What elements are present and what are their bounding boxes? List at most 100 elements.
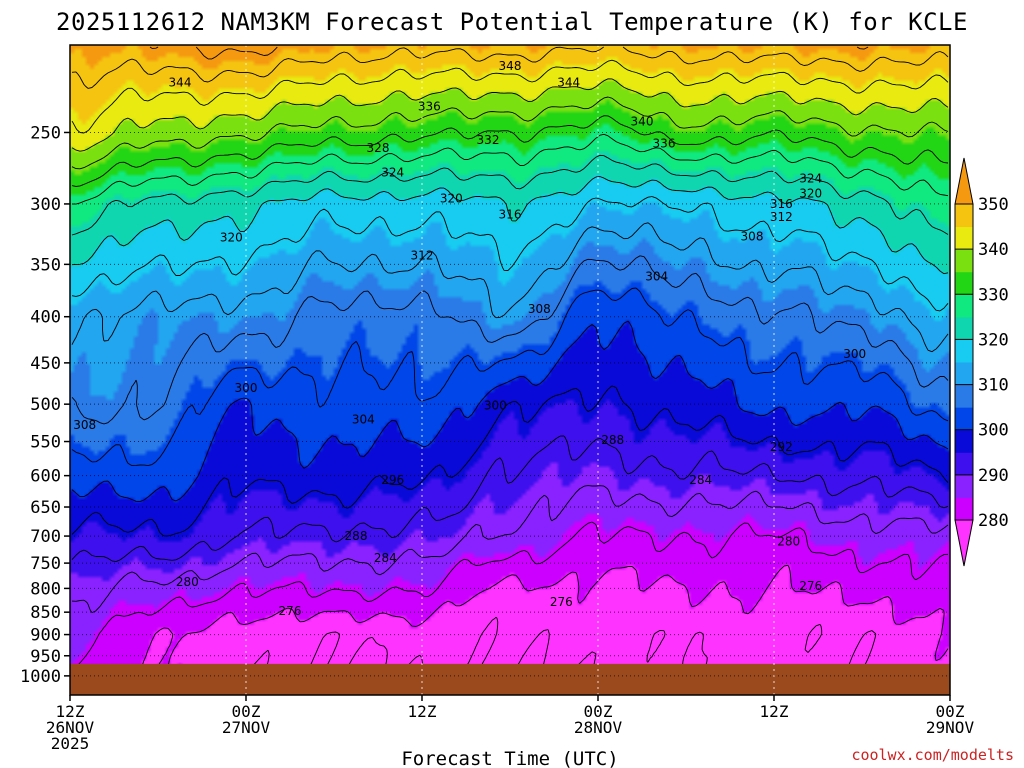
colorbar-band [955, 339, 973, 363]
contour-label: 336 [653, 136, 676, 150]
contour-label: 292 [770, 440, 793, 454]
colorbar-band [955, 407, 973, 431]
contour-332 [71, 115, 949, 187]
y-tick-label: 550 [30, 433, 61, 453]
colorbar-band [955, 362, 973, 386]
contour-296 [71, 385, 949, 537]
colorbar-band [955, 474, 973, 498]
x-tick-label: 00Z [232, 702, 261, 721]
contour-348 [71, 46, 949, 89]
x-tick-label: 2025 [51, 734, 90, 753]
x-tick-label: 00Z [936, 702, 965, 721]
y-tick-label: 500 [30, 395, 61, 415]
colorbar-tick-label: 330 [978, 285, 1009, 305]
contour-304 [71, 287, 949, 467]
y-tick-label: 250 [30, 123, 61, 143]
colorbar-band [955, 384, 973, 408]
contour-label: 336 [418, 100, 441, 114]
contour-320 [71, 176, 949, 275]
contour-label: 288 [345, 529, 368, 543]
contour-312 [71, 222, 949, 353]
y-tick-label: 600 [30, 467, 61, 487]
contour-label: 288 [601, 433, 624, 447]
colorbar-band [955, 294, 973, 318]
contour-288 [71, 485, 949, 614]
y-tick-label: 750 [30, 554, 61, 574]
x-tick-label: 28NOV [574, 718, 623, 737]
contour-label: 304 [645, 269, 668, 283]
colorbar-band [955, 429, 973, 453]
contour-label: 316 [770, 197, 793, 211]
y-tick-label: 800 [30, 579, 61, 599]
colorbar-tick-label: 340 [978, 240, 1009, 260]
colorbar-band [955, 204, 973, 228]
theta-color-field [70, 45, 950, 695]
contour-label: 300 [484, 399, 507, 413]
dotted-grid [70, 45, 950, 695]
contour-292 [71, 435, 949, 563]
contour-316 [71, 196, 949, 312]
contour-336 [71, 96, 949, 170]
plot-area [70, 45, 950, 695]
plot-frame [69, 44, 951, 696]
y-tick-label: 400 [30, 308, 61, 328]
colorbar-band [955, 249, 973, 273]
colorbar-band [955, 497, 973, 521]
colorbar-tick-label: 300 [978, 421, 1009, 441]
contour-label: 280 [176, 575, 199, 589]
contour-label: 296 [381, 473, 404, 487]
y-tick-label: 650 [30, 498, 61, 518]
credit-link[interactable]: coolwx.com/modelts [851, 746, 1014, 764]
y-tick-label: 950 [30, 647, 61, 667]
x-tick-label: 29NOV [926, 718, 975, 737]
y-tick-label: 850 [30, 603, 61, 623]
contour-label: 344 [557, 75, 580, 89]
contour-label: 276 [550, 595, 573, 609]
colorbar-band [955, 226, 973, 250]
contour-label: 284 [689, 473, 712, 487]
chart-title: 2025112612 NAM3KM Forecast Potential Tem… [56, 8, 968, 36]
contour-label: 308 [528, 302, 551, 316]
colorbar-band [955, 452, 973, 476]
x-tick-label: 00Z [584, 702, 613, 721]
contour-label: 276 [279, 604, 302, 618]
y-tick-label: 1000 [20, 667, 61, 687]
contour-label: 308 [741, 230, 764, 244]
y-tick-label: 350 [30, 255, 61, 275]
contour-label: 320 [799, 186, 822, 200]
contour-label: 332 [477, 133, 500, 147]
contour-label: 328 [367, 141, 390, 155]
contour-340 [71, 78, 949, 152]
pressure-axis: 250 300 350 400 450 500 550 600 650 700 750 800 850 9… [20, 123, 70, 687]
contour-300 [71, 320, 949, 503]
contour-label: 304 [352, 413, 375, 427]
x-axis-label: Forecast Time (UTC) [401, 748, 618, 768]
contour-label: 316 [499, 207, 522, 221]
contour-label: 284 [374, 551, 397, 565]
contour-label: 300 [235, 381, 258, 395]
contour-label: 276 [799, 579, 822, 593]
x-tick-label: 12Z [408, 702, 437, 721]
ground-surface [70, 663, 950, 695]
y-tick-label: 300 [30, 195, 61, 215]
contour-label: 308 [73, 418, 96, 432]
contour-344 [71, 59, 949, 134]
contour-label: 320 [440, 192, 463, 206]
contour-280 [137, 564, 949, 694]
y-tick-label: 450 [30, 354, 61, 374]
contour-label: 280 [777, 535, 800, 549]
colorbar-band [955, 316, 973, 340]
contour-label: 324 [799, 171, 822, 185]
contour-label: 348 [499, 59, 522, 73]
contour-label: 312 [411, 248, 434, 262]
colorbar-tick-label: 280 [978, 511, 1009, 531]
y-tick-label: 700 [30, 527, 61, 547]
colorbar: 280 290 300 310 320 330 340 350 [954, 157, 1009, 567]
colorbar-band [955, 271, 973, 295]
contour-label: 344 [169, 75, 192, 89]
x-tick-label: 27NOV [222, 718, 271, 737]
colorbar-tick-label: 290 [978, 466, 1009, 486]
x-tick-label: 26NOV [46, 718, 95, 737]
